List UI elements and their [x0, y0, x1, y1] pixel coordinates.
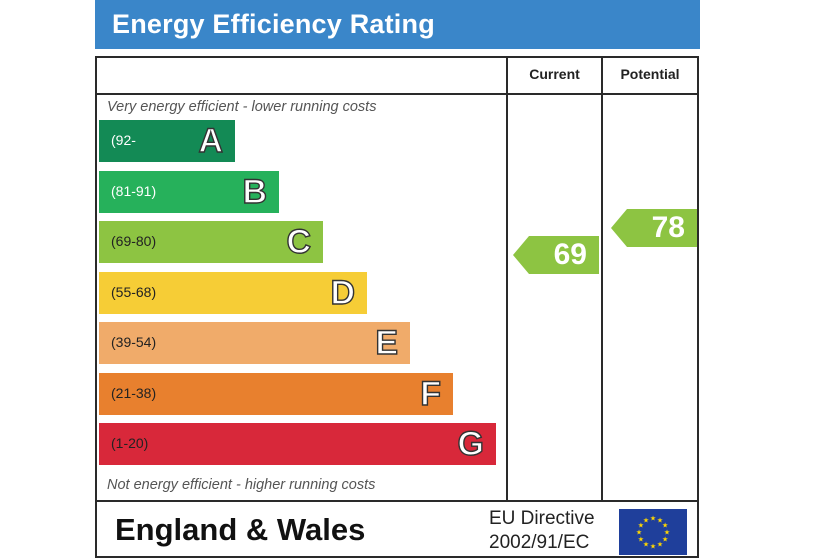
eu-star-icon: ★	[636, 529, 642, 537]
band-range-label: (21-38)	[111, 385, 157, 401]
rating-band-g: (1-20) G	[99, 423, 496, 465]
chart-title: Energy Efficiency Rating	[112, 9, 435, 39]
band-letter: D	[330, 273, 356, 312]
band-range-label: (69-80)	[111, 233, 157, 249]
rating-band-a: (92- A	[99, 120, 235, 162]
eu-star-icon: ★	[657, 541, 663, 549]
bottom-note: Not energy efficient - higher running co…	[107, 477, 376, 493]
column-divider-current	[506, 58, 508, 500]
current-arrow-shape	[513, 236, 599, 274]
band-range-label: (81-91)	[111, 183, 157, 199]
eu-star-icon: ★	[643, 541, 649, 549]
band-letter: B	[242, 172, 268, 211]
eu-star-icon: ★	[662, 522, 668, 530]
column-header-current: Current	[529, 66, 580, 82]
band-letter: A	[198, 121, 224, 160]
eu-flag-icon: ★ ★ ★ ★ ★ ★ ★ ★ ★ ★ ★ ★	[619, 509, 687, 555]
potential-arrow-shape	[611, 209, 697, 247]
band-letter: G	[457, 424, 485, 463]
band-range-label: (92-	[111, 132, 136, 148]
rating-band-f: (21-38) F	[99, 373, 453, 415]
country-label: England & Wales	[115, 512, 366, 547]
band-range-label: (1-20)	[111, 435, 149, 451]
eu-stars-icon: ★★★★★★★★★ ★ ★★	[636, 515, 670, 551]
rating-table: Current Potential Very energy efficient …	[95, 56, 699, 558]
band-letter: C	[286, 222, 312, 261]
header-bar: Energy Efficiency Rating	[95, 0, 700, 49]
band-letter: E	[375, 323, 399, 362]
eu-star-icon: ★	[650, 515, 656, 523]
current-rating-arrow: 69	[513, 236, 599, 274]
rating-band-b: (81-91) B	[99, 171, 279, 213]
band-range-label: (55-68)	[111, 284, 157, 300]
header-divider	[97, 93, 697, 95]
potential-rating-arrow: 78	[611, 209, 697, 247]
eu-star-icon: ★	[638, 536, 644, 544]
rating-band-e: (39-54) E	[99, 322, 410, 364]
footer-divider	[97, 500, 697, 502]
directive-line-1: EU Directive	[489, 508, 595, 529]
column-header-potential: Potential	[620, 66, 680, 82]
eu-star-icon: ★	[664, 529, 670, 537]
band-letter: F	[420, 374, 442, 413]
column-divider-potential	[601, 58, 603, 500]
eu-star-icon: ★	[643, 516, 649, 524]
eu-star-icon: ★	[657, 516, 663, 524]
eu-star-icon: ★	[638, 522, 644, 530]
eu-star-icon: ★	[650, 543, 656, 551]
current-rating-value: 69	[553, 238, 587, 271]
top-note: Very energy efficient - lower running co…	[107, 99, 377, 115]
directive-line-2: 2002/91/EC	[489, 532, 590, 553]
potential-rating-value: 78	[651, 211, 685, 244]
eu-directive: EU Directive 2002/91/EC	[489, 507, 595, 555]
rating-band-d: (55-68) D	[99, 272, 367, 314]
rating-band-c: (69-80) C	[99, 221, 323, 263]
band-range-label: (39-54)	[111, 334, 157, 350]
eu-star-icon: ★	[662, 536, 668, 544]
